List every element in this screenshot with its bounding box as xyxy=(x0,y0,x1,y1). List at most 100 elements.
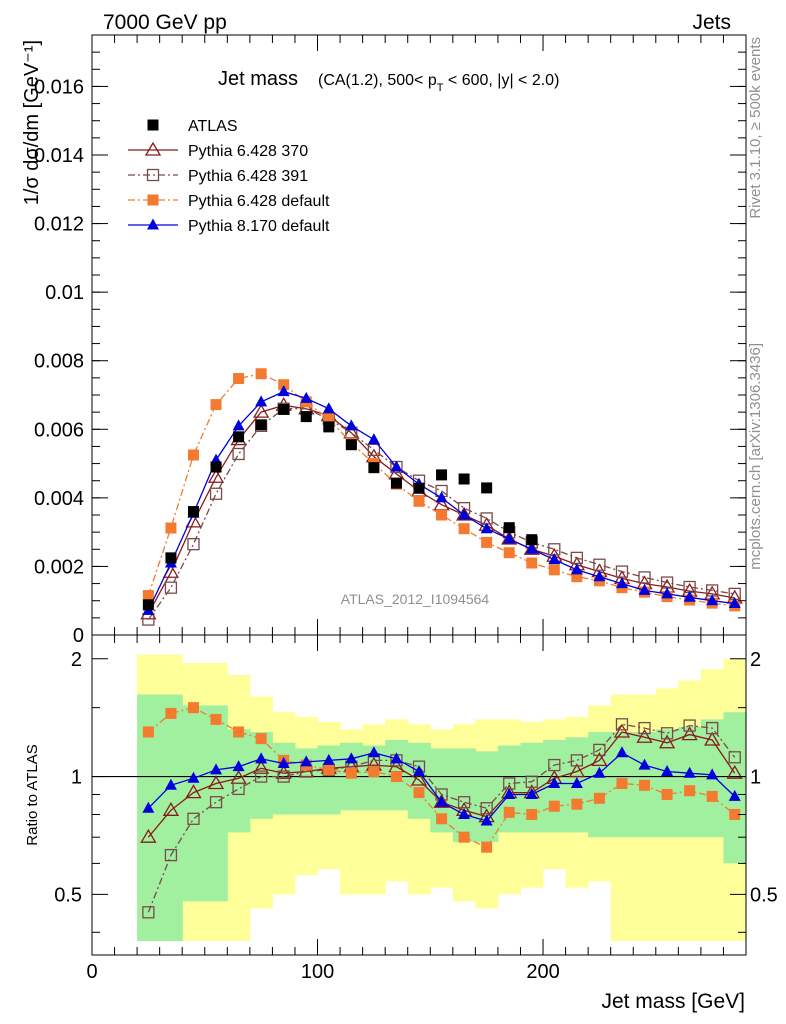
main-point-pythia-8-170-default xyxy=(435,491,448,503)
main-point-pythia-6-428-391 xyxy=(367,443,381,457)
rivet-label: Rivet 3.1.10, ≥ 500k events xyxy=(747,37,764,219)
ratio-point-pythia-8-170-default xyxy=(367,746,380,758)
ratio-point-pythia-6-428-391 xyxy=(187,812,200,825)
ratio-point-pythia-6-428-default xyxy=(684,785,696,797)
x-tick-label: 200 xyxy=(526,961,559,983)
ratio-point-pythia-8-170-default xyxy=(232,760,245,772)
main-point-pythia-6-428-default xyxy=(413,495,425,507)
ratio-point-pythia-6-428-default xyxy=(616,778,628,790)
legend-entry-pythia-8-170-default: Pythia 8.170 default xyxy=(128,218,330,235)
main-point-pythia-8-170-default xyxy=(367,433,380,445)
ratio-point-pythia-6-428-370 xyxy=(410,771,428,786)
ratio-point-pythia-8-170-default xyxy=(435,795,448,807)
ratio-point-pythia-8-170-default xyxy=(458,807,471,819)
ratio-point-pythia-8-170-default xyxy=(300,755,313,767)
ratio-point-pythia-6-428-370 xyxy=(704,731,721,746)
main-point-pythia-8-170-default xyxy=(503,532,516,544)
y-axis-label-ratio: Ratio to ATLAS xyxy=(24,744,41,845)
ratio-y-tick-label: 0.5 xyxy=(54,884,82,906)
main-point-pythia-6-428-default xyxy=(233,373,245,385)
ratio-point-pythia-6-428-default xyxy=(390,771,402,783)
main-point-pythia-8-170-default xyxy=(615,577,628,589)
main-series-pythia-6-428-370 xyxy=(140,396,743,620)
main-point-pythia-8-170-default xyxy=(232,419,245,431)
ratio-point-pythia-8-170-default xyxy=(164,778,177,790)
ratio-point-pythia-6-428-391 xyxy=(164,848,178,862)
ratio-point-pythia-6-428-default xyxy=(165,707,177,719)
inner-band-bin xyxy=(475,751,499,843)
ratio-series-pythia-8-170-default xyxy=(142,746,741,826)
ratio-point-pythia-6-428-391 xyxy=(232,782,245,796)
main-y-tick-label: 0.01 xyxy=(45,282,84,304)
plot-title-main: Jet mass xyxy=(218,68,298,90)
main-point-atlas xyxy=(255,419,267,431)
mcplots-label: mcplots.cern.ch [arXiv:1306.3436] xyxy=(747,343,764,570)
legend-label: Pythia 8.170 default xyxy=(188,218,330,235)
ratio-plot-panel: 0.5 0.5 1 1 2 2 0 100 200 Ratio to ATLAS Jet mas… xyxy=(24,634,778,1013)
legend-label: ATLAS xyxy=(188,118,238,135)
main-point-atlas xyxy=(278,403,290,415)
ratio-point-pythia-6-428-370 xyxy=(162,802,180,816)
plot-title-detail: (CA(1.2), 500< pT < 600, |y| < 2.0) xyxy=(318,72,559,94)
ratio-y-tick-label-right: 1 xyxy=(750,767,761,789)
main-point-pythia-6-428-391 xyxy=(232,447,245,461)
main-point-pythia-8-170-default xyxy=(525,542,538,554)
main-point-atlas xyxy=(481,482,493,494)
main-point-atlas xyxy=(390,477,402,489)
main-point-atlas xyxy=(503,522,515,534)
ratio-point-pythia-6-428-370 xyxy=(568,763,585,778)
inner-band-bin xyxy=(294,748,319,815)
ratio-point-pythia-8-170-default xyxy=(683,766,696,778)
ratio-point-pythia-6-428-370 xyxy=(253,759,270,774)
legend-marker xyxy=(144,141,162,156)
main-y-tick-label: 0.004 xyxy=(34,488,84,510)
ratio-point-pythia-6-428-370 xyxy=(140,828,157,843)
header-left: 7000 GeV pp xyxy=(103,11,227,34)
ratio-point-pythia-8-170-default xyxy=(593,766,606,778)
main-point-atlas xyxy=(142,599,154,611)
main-point-atlas xyxy=(413,482,425,494)
main-y-tick-label: 0.008 xyxy=(34,351,84,373)
main-point-pythia-8-170-default xyxy=(300,391,313,403)
watermark: ATLAS_2012_I1094564 xyxy=(341,591,490,607)
ratio-point-pythia-6-428-391 xyxy=(457,796,471,809)
inner-band-bin xyxy=(678,726,702,838)
ratio-point-pythia-6-428-default xyxy=(706,790,718,802)
ratio-point-pythia-6-428-default xyxy=(548,800,560,812)
ratio-point-pythia-6-428-default xyxy=(458,831,470,843)
ratio-point-pythia-6-428-391 xyxy=(683,719,696,732)
x-axis-label: Jet mass [GeV] xyxy=(601,990,745,1013)
ratio-point-pythia-6-428-370 xyxy=(613,723,631,738)
main-line-pythia-6-428-370 xyxy=(147,404,735,615)
ratio-y-tick-label-right: 2 xyxy=(750,649,761,671)
ratio-y-tick-label-right: 0.5 xyxy=(750,884,778,906)
ratio-point-pythia-8-170-default xyxy=(480,814,493,826)
main-point-atlas xyxy=(323,421,335,433)
inner-band-bin xyxy=(452,748,476,843)
main-point-pythia-6-428-default xyxy=(481,536,493,548)
inner-band-bin xyxy=(723,712,747,864)
main-point-pythia-6-428-370 xyxy=(207,468,225,483)
y-axis-label-main: 1/σ dσ/dm [GeV⁻¹] xyxy=(21,40,43,205)
ratio-point-pythia-6-428-391 xyxy=(254,770,268,783)
main-plot-panel: 0 0.002 0.004 0.006 0.008 0.01 0.012 0.014 0.016… xyxy=(21,34,747,647)
ratio-point-pythia-6-428-391 xyxy=(209,796,223,809)
ratio-point-pythia-6-428-default xyxy=(142,726,154,738)
ratio-point-pythia-6-428-391 xyxy=(706,721,719,735)
main-point-pythia-8-170-default xyxy=(728,596,741,608)
ratio-y-tick-label: 1 xyxy=(71,767,82,789)
ratio-point-pythia-6-428-default xyxy=(233,726,245,738)
ratio-point-pythia-6-428-default xyxy=(661,788,673,800)
legend-entry-pythia-6-428-default: Pythia 6.428 default xyxy=(128,193,330,210)
main-point-pythia-8-170-default xyxy=(255,395,268,407)
ratio-point-pythia-6-428-370 xyxy=(658,734,676,749)
ratio-point-pythia-6-428-370 xyxy=(433,793,450,808)
main-point-atlas xyxy=(458,473,470,485)
main-point-pythia-6-428-391 xyxy=(209,487,223,500)
main-line-pythia-6-428-default xyxy=(147,373,735,607)
inner-band-bin xyxy=(227,729,251,833)
main-y-tick-label: 0.006 xyxy=(34,419,84,441)
main-point-pythia-8-170-default xyxy=(661,587,674,599)
header-right: Jets xyxy=(692,11,731,34)
main-point-pythia-8-170-default xyxy=(706,594,719,606)
